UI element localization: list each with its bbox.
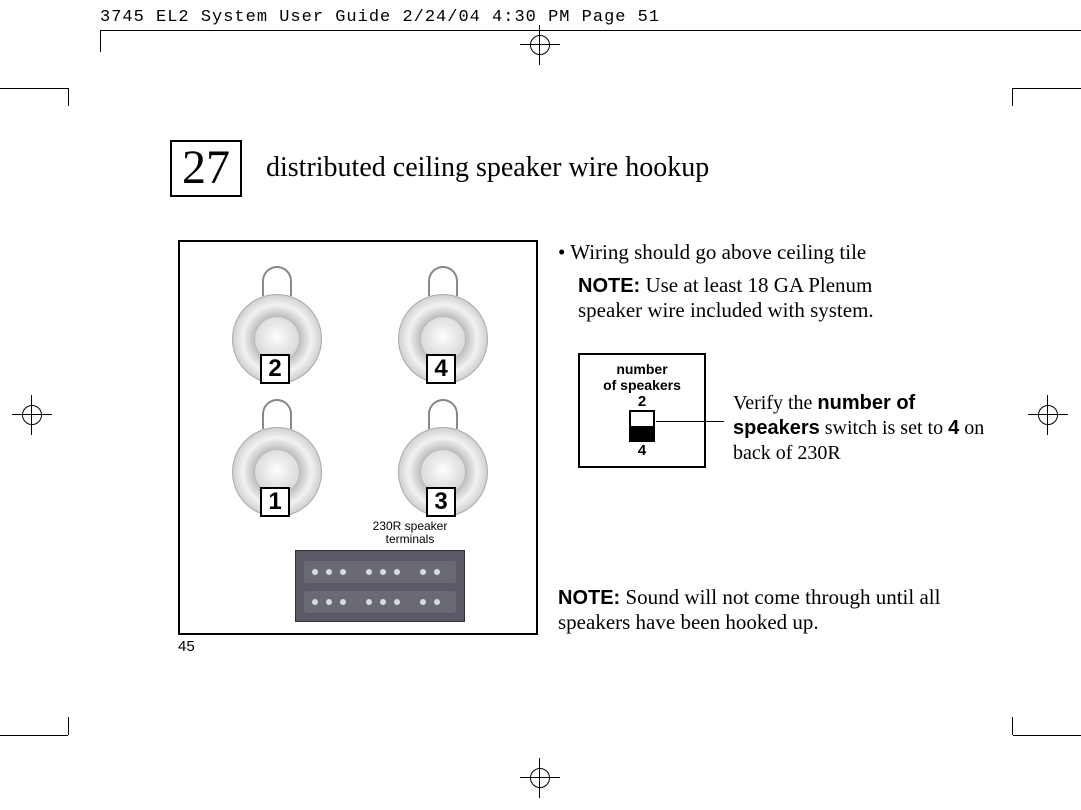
terminals-block (295, 550, 465, 622)
verify-text: Verify the number of speakers switch is … (733, 391, 993, 466)
registration-mark-bottom (520, 758, 560, 798)
step-number-box: 27 (170, 140, 242, 197)
switch-option-4: 4 (580, 442, 704, 459)
page-content: 27 distributed ceiling speaker wire hook… (170, 140, 1010, 197)
switch-box: number of speakers 2 4 (578, 353, 706, 468)
right-column: • Wiring should go above ceiling tile NO… (558, 240, 1008, 493)
registration-mark-right (1028, 395, 1068, 435)
crop-mark (1012, 717, 1013, 735)
speaker-label: 2 (260, 354, 290, 384)
speaker-diagram: 230R speaker terminals 2 4 1 3 (178, 240, 538, 635)
crop-mark (68, 717, 69, 735)
header-tick (100, 30, 101, 52)
terminals-label: 230R speaker terminals (350, 520, 470, 546)
speaker-label: 4 (426, 354, 456, 384)
note-sound: NOTE: Sound will not come through until … (558, 585, 998, 635)
registration-mark-left (12, 395, 52, 435)
leader-line (656, 421, 724, 422)
bullet-wiring: • Wiring should go above ceiling tile (558, 240, 1008, 265)
registration-mark-top (520, 25, 560, 65)
switch-verify-group: number of speakers 2 4 Verify the number… (578, 353, 1008, 493)
header-slug: 3745 EL2 System User Guide 2/24/04 4:30 … (100, 8, 660, 27)
note-ga-wire: NOTE: Use at least 18 GA Plenum speaker … (578, 273, 918, 323)
crop-mark (1013, 735, 1081, 736)
step-title: distributed ceiling speaker wire hookup (266, 152, 709, 184)
crop-mark (0, 88, 68, 89)
crop-mark (1012, 88, 1013, 106)
page-number: 45 (178, 638, 195, 655)
switch-option-2: 2 (580, 393, 704, 410)
switch-toggle (629, 410, 655, 442)
speaker-label: 1 (260, 487, 290, 517)
crop-mark (1013, 88, 1081, 89)
speaker-label: 3 (426, 487, 456, 517)
header-rule (100, 30, 1081, 31)
crop-mark (68, 88, 69, 106)
crop-mark (0, 735, 68, 736)
